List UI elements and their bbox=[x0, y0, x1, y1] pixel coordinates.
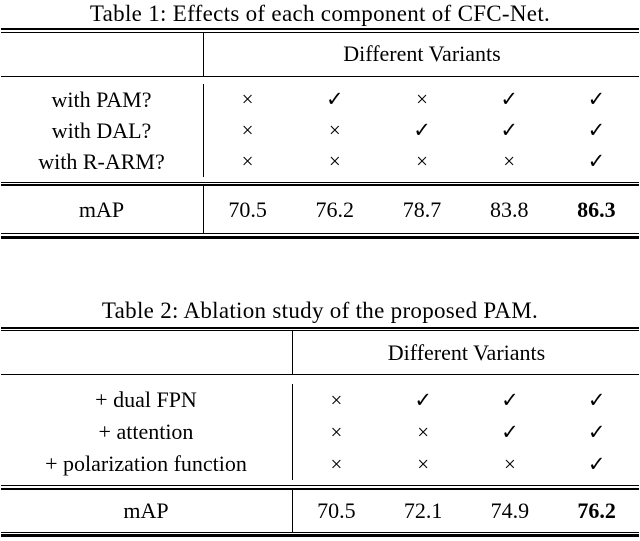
map-value: 74.9 bbox=[490, 497, 530, 523]
table-2-map-label-cell: mAP bbox=[0, 490, 292, 532]
table-1-caption: Table 1: Effects of each component of CF… bbox=[89, 1, 551, 26]
mark-cell: ✓ bbox=[587, 148, 606, 173]
mark-cell: × bbox=[328, 148, 341, 173]
mark-cell: × bbox=[417, 420, 430, 444]
table-1-map-values-cell: 70.5 76.2 78.7 83.8 86.3 bbox=[203, 186, 640, 233]
table-1-header-rule bbox=[1, 75, 639, 77]
table-1-mid-rule bbox=[1, 181, 639, 186]
map-value: 72.1 bbox=[403, 497, 443, 523]
table-1-map-row: mAP 70.5 76.2 78.7 83.8 86.3 bbox=[0, 186, 640, 233]
table-2-bottom-rule bbox=[1, 531, 639, 537]
mark-cell: × bbox=[417, 452, 430, 476]
table-2-body: + dual FPN + attention + polarization fu… bbox=[0, 375, 640, 485]
map-label: mAP bbox=[123, 497, 169, 523]
mark-cell: × bbox=[330, 388, 343, 412]
row-label: + attention bbox=[98, 419, 194, 444]
table-2-map-values-cell: 70.5 72.1 74.9 76.2 bbox=[292, 489, 640, 532]
mark-cell: × bbox=[330, 420, 343, 444]
table-row: × × ✓ ✓ ✓ bbox=[204, 115, 640, 146]
table-2-row-labels: + dual FPN + attention + polarization fu… bbox=[0, 384, 292, 480]
table-row: × × × × ✓ bbox=[204, 146, 640, 177]
row-label: + polarization function bbox=[45, 451, 247, 476]
mark-cell: ✓ bbox=[587, 452, 606, 476]
table-2-top-rule bbox=[1, 326, 639, 331]
table-1-map-label-cell: mAP bbox=[0, 186, 203, 233]
mark-cell: ✓ bbox=[587, 420, 606, 444]
table-row: × × × ✓ bbox=[293, 448, 640, 480]
mark-cell: ✓ bbox=[500, 117, 518, 142]
mark-cell: ✓ bbox=[501, 388, 519, 412]
mark-cell: ✓ bbox=[413, 117, 431, 142]
table-2-header-label: Different Variants bbox=[387, 339, 546, 365]
table-1-row-labels: with PAM? with DAL? with R-ARM? bbox=[0, 84, 203, 177]
map-value-best: 86.3 bbox=[577, 196, 616, 222]
mark-cell: × bbox=[328, 117, 341, 142]
table-2-map-row: mAP 70.5 72.1 74.9 76.2 bbox=[0, 489, 640, 532]
mark-cell: × bbox=[416, 86, 428, 111]
row-label: + dual FPN bbox=[95, 387, 197, 412]
table-2-marks-area: × ✓ ✓ ✓ × × ✓ ✓ × × × ✓ bbox=[292, 384, 640, 480]
table-2-header-rule bbox=[1, 374, 639, 375]
mark-cell: × bbox=[241, 117, 254, 142]
mark-cell: × bbox=[241, 148, 254, 173]
mark-cell: × bbox=[241, 86, 254, 111]
table-1-header-empty-cell bbox=[0, 33, 203, 76]
table-2-header-row: Different Variants bbox=[0, 331, 640, 374]
map-value: 70.5 bbox=[317, 497, 356, 523]
mark-cell: ✓ bbox=[500, 86, 518, 111]
mark-cell: × bbox=[330, 452, 343, 476]
table-1-body: with PAM? with DAL? with R-ARM? × ✓ × ✓ … bbox=[0, 77, 640, 182]
mark-cell: ✓ bbox=[587, 117, 606, 142]
mark-cell: ✓ bbox=[587, 388, 606, 412]
map-value: 70.5 bbox=[228, 196, 267, 222]
map-values-row: 70.5 76.2 78.7 83.8 86.3 bbox=[204, 186, 640, 233]
between-tables-gap bbox=[0, 239, 640, 295]
table-row: × ✓ × ✓ ✓ bbox=[204, 84, 640, 115]
map-value-best: 76.2 bbox=[577, 497, 616, 523]
table-1-marks-area: × ✓ × ✓ ✓ × × ✓ ✓ ✓ × × × × bbox=[203, 83, 640, 177]
map-value: 76.2 bbox=[315, 196, 355, 222]
table-2-header-empty-cell bbox=[0, 331, 292, 374]
table-row: × × ✓ ✓ bbox=[293, 416, 640, 448]
mark-cell: × bbox=[416, 148, 428, 173]
table-1-header-right-cell: Different Variants bbox=[203, 32, 640, 76]
map-label: mAP bbox=[78, 196, 125, 222]
mark-cell: ✓ bbox=[414, 388, 432, 412]
table-2-header-right-cell: Different Variants bbox=[292, 331, 640, 374]
table-1-top-rule bbox=[1, 28, 639, 33]
table-1-bottom-rule bbox=[1, 233, 639, 239]
row-label: with DAL? bbox=[51, 117, 152, 143]
table-2-block: Table 2: Ablation study of the proposed … bbox=[0, 295, 640, 537]
map-value: 78.7 bbox=[402, 196, 442, 222]
table-2-caption: Table 2: Ablation study of the proposed … bbox=[101, 297, 539, 323]
mark-cell: ✓ bbox=[501, 420, 519, 444]
row-label: with R-ARM? bbox=[38, 148, 165, 174]
mark-cell: ✓ bbox=[587, 86, 606, 111]
table-1-header-row: Different Variants bbox=[0, 32, 640, 76]
table-row: × ✓ ✓ ✓ bbox=[293, 384, 640, 416]
mark-cell: × bbox=[503, 452, 516, 476]
row-label: with PAM? bbox=[51, 86, 152, 112]
map-value: 83.8 bbox=[489, 196, 529, 222]
map-values-row: 70.5 72.1 74.9 76.2 bbox=[293, 490, 640, 532]
mark-cell: × bbox=[503, 148, 516, 173]
table-1-header-label: Different Variants bbox=[343, 41, 501, 66]
table-2-mid-rule bbox=[1, 485, 639, 490]
mark-cell: ✓ bbox=[325, 86, 344, 111]
table-1-block: Table 1: Effects of each component of CF… bbox=[0, 0, 640, 239]
